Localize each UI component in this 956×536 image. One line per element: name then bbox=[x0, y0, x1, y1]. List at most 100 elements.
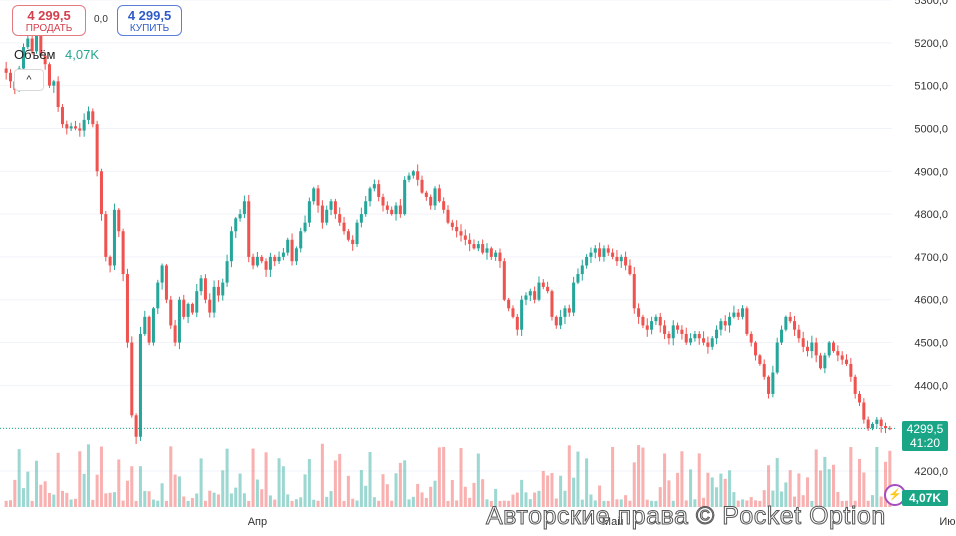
volume-bar bbox=[112, 492, 116, 507]
candle-body bbox=[359, 214, 363, 223]
candle-body bbox=[329, 201, 333, 210]
volume-bar bbox=[507, 500, 511, 507]
candle-body bbox=[611, 252, 615, 257]
volume-bar bbox=[377, 500, 381, 507]
candle-body bbox=[580, 265, 584, 275]
candle-body bbox=[325, 209, 329, 223]
volume-bar bbox=[654, 500, 658, 507]
candle-body bbox=[806, 346, 810, 352]
volume-bar bbox=[875, 446, 879, 507]
candle-body bbox=[104, 214, 108, 257]
candle-body bbox=[563, 308, 567, 317]
volume-bar bbox=[26, 471, 30, 507]
collapse-legend-button[interactable]: ^ bbox=[14, 69, 44, 91]
volume-bar bbox=[303, 474, 307, 507]
volume-bar bbox=[537, 490, 541, 507]
y-tick-label: 4700,0 bbox=[914, 252, 948, 264]
volume-bar bbox=[870, 495, 875, 507]
volume-bar bbox=[836, 492, 840, 507]
candle-body bbox=[112, 209, 116, 266]
candle-body bbox=[190, 304, 194, 313]
volume-bar bbox=[650, 500, 654, 507]
volume-bar bbox=[407, 499, 411, 507]
candle-body bbox=[290, 239, 294, 262]
candle-body bbox=[316, 188, 320, 206]
price-axis[interactable]: 5300,0 5200,0 5100,0 5000,0 4900,0 4800,0 4700… bbox=[914, 0, 948, 478]
volume-bar bbox=[208, 490, 212, 507]
candle-body bbox=[381, 196, 385, 206]
volume-bar bbox=[186, 500, 190, 507]
volume-bar bbox=[346, 475, 350, 507]
volume-bar bbox=[767, 465, 771, 507]
candle-body bbox=[30, 38, 34, 52]
volume-bar bbox=[73, 498, 77, 507]
candle-body bbox=[264, 261, 268, 270]
volume-bar bbox=[624, 495, 628, 507]
volume-bar bbox=[60, 490, 64, 507]
volume-bar bbox=[138, 466, 142, 507]
candle-body bbox=[810, 342, 814, 352]
volume-bar bbox=[268, 495, 272, 507]
volume-bar bbox=[229, 493, 233, 507]
candle-body bbox=[47, 64, 51, 86]
volume-bar bbox=[788, 470, 792, 507]
sell-button[interactable]: 4 299,5 ПРОДАТЬ bbox=[12, 5, 86, 36]
candle-body bbox=[489, 248, 493, 257]
volume-bar bbox=[255, 479, 259, 507]
volume-bar bbox=[589, 494, 593, 507]
candle-body bbox=[342, 222, 346, 232]
candle-body bbox=[338, 214, 342, 223]
volume-bar bbox=[151, 499, 155, 507]
candle-body bbox=[277, 256, 281, 262]
volume-bar bbox=[853, 500, 857, 507]
y-tick-label: 5100,0 bbox=[914, 81, 948, 93]
volume-bar bbox=[442, 446, 446, 507]
volume-bar bbox=[754, 500, 758, 507]
volume-bar bbox=[203, 500, 207, 507]
volume-bar bbox=[433, 480, 437, 507]
candle-body bbox=[615, 256, 619, 262]
candle-body bbox=[511, 308, 515, 317]
volume-bar bbox=[225, 448, 229, 507]
volume-bar bbox=[398, 462, 402, 507]
candle-body bbox=[671, 325, 675, 339]
candle-body bbox=[706, 342, 710, 347]
volume-bar bbox=[30, 500, 34, 507]
candle-body bbox=[602, 248, 606, 257]
candle-body bbox=[836, 351, 840, 356]
candle-body bbox=[199, 278, 203, 292]
candle-body bbox=[242, 201, 246, 215]
buy-button[interactable]: 4 299,5 КУПИТЬ bbox=[117, 5, 182, 36]
candle-body bbox=[351, 239, 355, 245]
candle-body bbox=[121, 231, 125, 275]
last-price-value: 4299,5 bbox=[906, 422, 944, 436]
volume-bar bbox=[801, 495, 805, 507]
candle-body bbox=[632, 274, 636, 309]
volume-bar bbox=[745, 500, 749, 507]
candle-body bbox=[515, 316, 519, 330]
volume-bar bbox=[563, 490, 567, 507]
candle-body bbox=[637, 308, 641, 317]
volume-bar bbox=[368, 452, 372, 507]
candle-body bbox=[56, 81, 60, 108]
candle-body bbox=[767, 376, 771, 394]
volume-bar bbox=[723, 478, 727, 507]
volume-bar bbox=[862, 472, 866, 507]
volume-bar bbox=[429, 486, 433, 507]
volume-bar bbox=[541, 470, 545, 507]
volume-bar bbox=[294, 499, 298, 507]
volume-bar bbox=[134, 500, 138, 507]
x-tick-label: Апр bbox=[248, 516, 267, 528]
candle-body bbox=[689, 338, 693, 343]
candle-body bbox=[91, 111, 95, 125]
candle-body bbox=[69, 126, 73, 129]
candle-body bbox=[147, 316, 151, 343]
candle-body bbox=[797, 329, 801, 339]
volume-bar bbox=[879, 496, 883, 507]
candle-body bbox=[169, 299, 173, 326]
time-axis[interactable]: АпрМайИюн23 bbox=[248, 516, 956, 528]
candle-body bbox=[312, 188, 316, 202]
volume-bar bbox=[437, 447, 441, 507]
candle-body bbox=[771, 372, 775, 394]
